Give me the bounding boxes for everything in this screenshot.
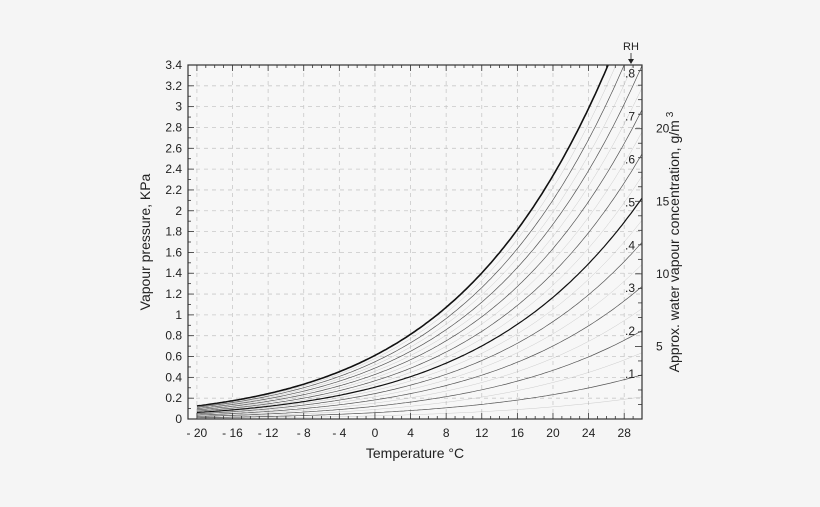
x-tick-label: 24 (582, 426, 596, 440)
y-tick-label: 2.6 (165, 141, 182, 155)
rh-curve (196, 197, 642, 414)
y2-axis-label: Approx. water vapour concentration, g/m3 (665, 111, 682, 372)
rh-curve-label: .7 (625, 110, 635, 124)
axes: .8.7.6.5.4.3.2.1- 20- 16- 12- 8- 4 0 4 8 12 1… (165, 53, 670, 440)
y2-tick-label: 5 (656, 339, 663, 353)
rh-curve (196, 131, 642, 411)
y-tick-label: 2.4 (165, 162, 182, 176)
x-tick-label: 4 (407, 426, 414, 440)
x-tick-label: 16 (511, 426, 525, 440)
x-tick-label: - 20 (187, 426, 208, 440)
y-tick-label: 0.4 (165, 370, 182, 384)
rh-curve (196, 175, 642, 413)
x-tick-label: - 16 (222, 426, 243, 440)
y2-tick-label: 15 (656, 194, 670, 208)
y-tick-label: 1.8 (165, 225, 182, 239)
y-axis-label: Vapour pressure, KPa (137, 173, 153, 310)
rh-curve (196, 87, 642, 410)
y-tick-label: 0.6 (165, 350, 182, 364)
rh-curve (196, 352, 642, 418)
y2-tick-label: 10 (656, 267, 670, 281)
rh-curve-label: .4 (625, 238, 635, 252)
rh-curve (196, 65, 609, 407)
x-tick-label: 12 (475, 426, 489, 440)
x-tick-label: 0 (372, 426, 379, 440)
rh-curve-label: .5 (625, 195, 635, 209)
rh-curve (196, 153, 642, 412)
y-tick-label: 1 (175, 308, 182, 322)
x-axis-label: Temperature °C (366, 445, 464, 461)
y-tick-label: 2.8 (165, 120, 182, 134)
rh-arrowhead-icon (628, 59, 634, 64)
x-tick-label: 20 (546, 426, 560, 440)
axis-labels: Temperature °C Vapour pressure, KPa Appr… (137, 41, 682, 461)
rh-curve-label: .3 (625, 281, 635, 295)
y-tick-label: 3.4 (165, 58, 182, 72)
rh-marker-label: RH (623, 41, 639, 53)
rh-curve (196, 374, 642, 419)
rh-curve (196, 308, 642, 416)
grid-lines (188, 64, 642, 420)
rh-curve-label: .8 (625, 67, 635, 81)
rh-curves (196, 65, 642, 419)
rh-curve (196, 65, 617, 407)
x-tick-label: 28 (618, 426, 632, 440)
x-tick-label: - 4 (332, 426, 346, 440)
y-tick-label: 2 (175, 204, 182, 218)
y2-tick-label: 20 (656, 122, 670, 136)
rh-curve (196, 65, 634, 409)
y-tick-label: 0.2 (165, 391, 182, 405)
x-tick-label: - 8 (297, 426, 311, 440)
rh-curve (196, 396, 642, 419)
y-tick-label: 0.8 (165, 329, 182, 343)
y-tick-label: 1.2 (165, 287, 182, 301)
y-tick-label: 1.4 (165, 266, 182, 280)
rh-curve (196, 220, 642, 414)
y-tick-label: 3 (175, 100, 182, 114)
y-tick-label: 2.2 (165, 183, 182, 197)
rh-curve (196, 330, 642, 417)
rh-curve (196, 242, 642, 415)
rh-curve (196, 65, 642, 409)
rh-curve (196, 264, 642, 415)
x-tick-label: - 12 (258, 426, 279, 440)
rh-curve (196, 286, 642, 416)
y-tick-label: 1.6 (165, 245, 182, 259)
rh-curve-label: .6 (625, 152, 635, 166)
rh-curve-label: .1 (625, 367, 635, 381)
rh-curve (196, 65, 625, 408)
rh-curve (196, 109, 642, 411)
x-tick-label: 8 (443, 426, 450, 440)
y-tick-label: 0 (175, 412, 182, 426)
rh-curve-label: .2 (625, 324, 635, 338)
y-tick-label: 3.2 (165, 79, 182, 93)
